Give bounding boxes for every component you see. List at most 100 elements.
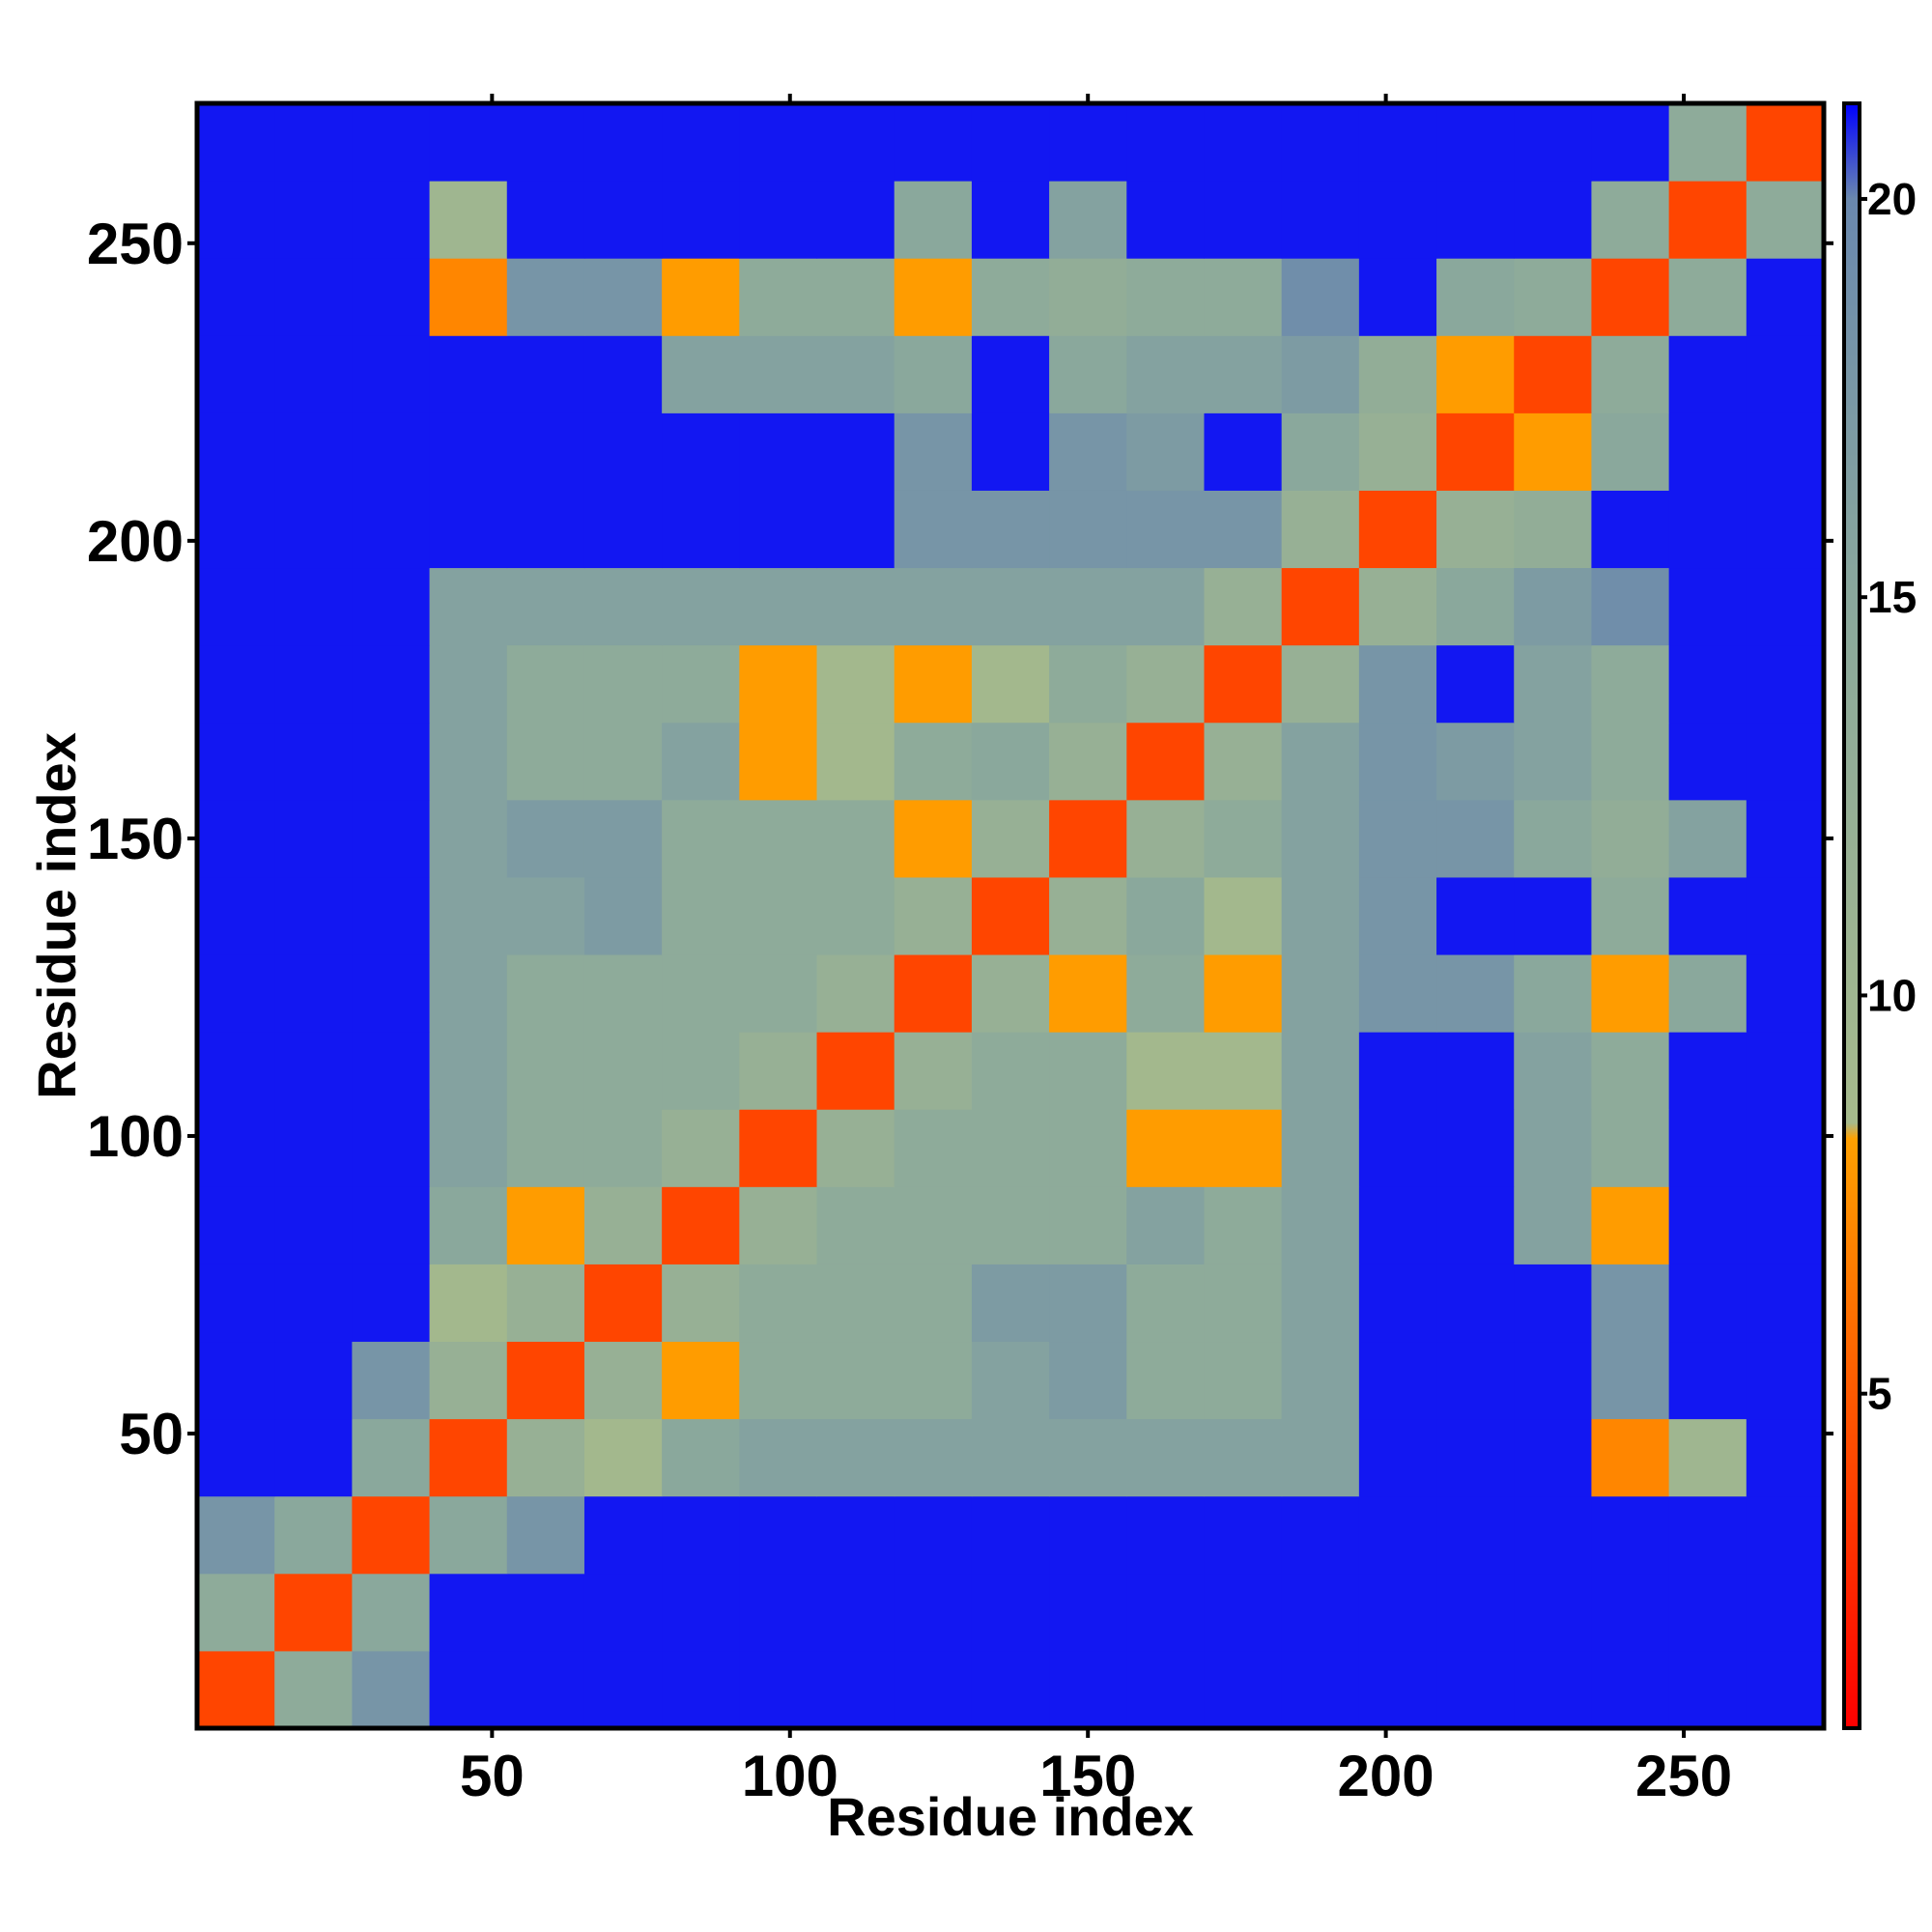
heatmap-cell <box>894 1109 973 1187</box>
heatmap-cell <box>429 644 508 724</box>
heatmap-cell <box>1049 954 1127 1033</box>
heatmap-cell <box>816 567 895 646</box>
heatmap-cell <box>506 258 585 336</box>
heatmap-cell <box>1436 181 1515 259</box>
heatmap-cell <box>1436 876 1515 955</box>
heatmap-cell <box>894 644 973 724</box>
heatmap-cell <box>583 1186 663 1264</box>
heatmap-cell <box>816 103 895 182</box>
x-tick-label: 200 <box>1338 1744 1435 1808</box>
heatmap-cell <box>662 181 740 259</box>
colorbar-tick-label: 5 <box>1867 1369 1892 1419</box>
heatmap-cell <box>1746 722 1825 801</box>
heatmap-cell <box>971 644 1050 724</box>
heatmap-cell <box>1746 1264 1825 1343</box>
y-tick-label: 100 <box>87 1104 184 1169</box>
heatmap-cell <box>662 1650 740 1729</box>
heatmap-cell <box>197 181 275 259</box>
heatmap-cell <box>1514 799 1592 878</box>
heatmap-cell <box>1514 954 1592 1033</box>
heatmap-cell <box>1204 876 1283 955</box>
heatmap-cell <box>662 1573 740 1652</box>
heatmap-cell <box>1668 644 1747 724</box>
heatmap-cell <box>739 181 818 259</box>
heatmap-cell <box>352 258 431 336</box>
heatmap-cell <box>429 1573 508 1652</box>
heatmap-cell <box>971 1186 1050 1264</box>
heatmap-cell <box>1204 335 1283 413</box>
heatmap-cell <box>662 954 740 1033</box>
heatmap-cell <box>1591 258 1670 336</box>
heatmap-cell <box>739 1032 818 1110</box>
heatmap-cell <box>662 1264 740 1343</box>
heatmap-cell <box>1436 1418 1515 1497</box>
heatmap-cell <box>583 1341 663 1420</box>
heatmap-cell <box>1514 876 1592 955</box>
heatmap-cell <box>506 1341 585 1420</box>
heatmap-cell <box>1668 490 1747 569</box>
heatmap-cell <box>583 335 663 413</box>
heatmap-cell <box>816 335 895 413</box>
heatmap-cell <box>1668 722 1747 801</box>
heatmap-cell <box>1436 1650 1515 1729</box>
heatmap-cell <box>1126 412 1205 491</box>
heatmap-cell <box>894 1650 973 1729</box>
heatmap-cell <box>352 103 431 182</box>
heatmap-cell <box>1126 1264 1205 1343</box>
heatmap-cell <box>274 181 353 259</box>
heatmap-cell <box>429 799 508 878</box>
colorbar <box>1842 101 1861 1730</box>
heatmap-cell <box>971 258 1050 336</box>
heatmap-cell <box>1049 799 1127 878</box>
heatmap-cell <box>197 799 275 878</box>
heatmap-cell <box>1746 954 1825 1033</box>
heatmap-cell <box>1126 335 1205 413</box>
heatmap-cell <box>197 490 275 569</box>
heatmap-cell <box>1281 722 1360 801</box>
x-axis-label: Residue index <box>827 1786 1194 1847</box>
heatmap-cell <box>1204 954 1283 1033</box>
heatmap-cell <box>971 412 1050 491</box>
heatmap-cell <box>1591 1264 1670 1343</box>
heatmap-cell <box>1514 490 1592 569</box>
heatmap-cell <box>1591 1418 1670 1497</box>
heatmap-cell <box>1746 412 1825 491</box>
heatmap-cell <box>1514 1341 1592 1420</box>
heatmap-cell <box>1204 1573 1283 1652</box>
heatmap-cell <box>662 335 740 413</box>
heatmap-cell <box>197 1495 275 1575</box>
heatmap-cell <box>662 412 740 491</box>
heatmap-cell <box>352 1032 431 1110</box>
heatmap-cell <box>1668 876 1747 955</box>
heatmap-cell <box>429 722 508 801</box>
heatmap-cell <box>894 1032 973 1110</box>
heatmap-cell <box>1746 876 1825 955</box>
heatmap-cell <box>894 1341 973 1420</box>
heatmap-cell <box>1204 258 1283 336</box>
heatmap-cell <box>1281 799 1360 878</box>
heatmap-cell <box>583 1650 663 1729</box>
heatmap-cell <box>1049 567 1127 646</box>
heatmap-cell <box>1514 181 1592 259</box>
heatmap-cell <box>894 954 973 1033</box>
heatmap-cell <box>1281 567 1360 646</box>
heatmap-cell <box>1358 1109 1437 1187</box>
heatmap-cell <box>197 876 275 955</box>
heatmap-cell <box>429 103 508 182</box>
heatmap-cell <box>274 1264 353 1343</box>
heatmap-cell <box>429 1032 508 1110</box>
heatmap-cell <box>971 1109 1050 1187</box>
heatmap-cell <box>1049 412 1127 491</box>
heatmap-cell <box>971 567 1050 646</box>
heatmap-cell <box>1204 103 1283 182</box>
heatmap-cell <box>1358 644 1437 724</box>
heatmap-cell <box>352 1650 431 1729</box>
heatmap-cell <box>352 644 431 724</box>
heatmap-cell <box>1746 490 1825 569</box>
heatmap-cell <box>1358 1573 1437 1652</box>
heatmap-cell <box>662 799 740 878</box>
heatmap-cell <box>1746 1186 1825 1264</box>
heatmap-cell <box>1358 490 1437 569</box>
heatmap-cell <box>894 722 973 801</box>
heatmap-cell <box>816 412 895 491</box>
